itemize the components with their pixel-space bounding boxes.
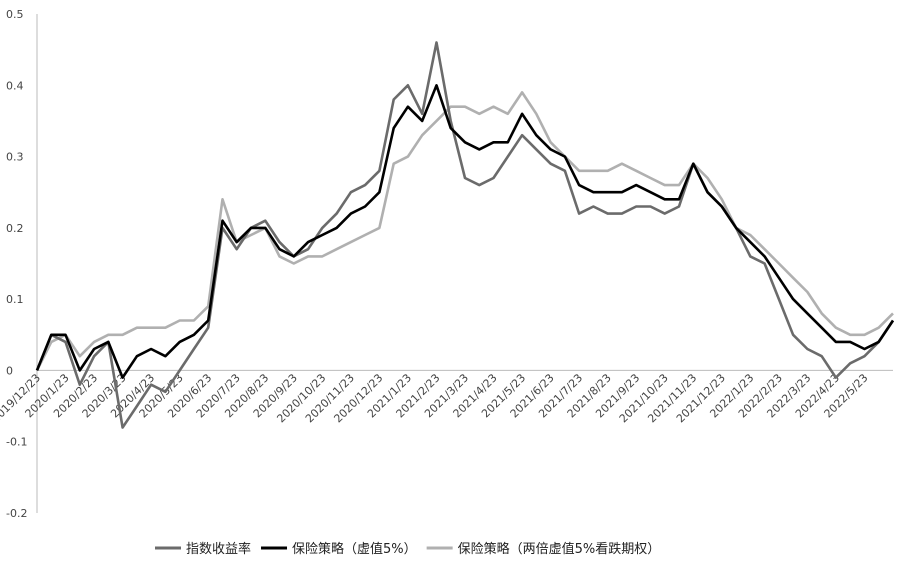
y-tick-label: 0.5: [6, 8, 24, 21]
series-line: [35, 91, 894, 371]
y-tick-label: 0.1: [6, 293, 24, 306]
y-tick-label: 0: [6, 364, 13, 377]
series-line: [35, 41, 895, 429]
legend-label: 保险策略（虚值5%）: [292, 541, 417, 557]
legend-label: 指数收益率: [186, 541, 251, 557]
y-tick-label: -0.1: [6, 436, 27, 449]
y-tick-label: 0.3: [6, 151, 24, 164]
series-line: [35, 84, 895, 379]
legend-label: 保险策略（两倍虚值5%看跌期权）: [458, 541, 661, 557]
y-tick-label: 0.4: [6, 79, 24, 92]
legend: 指数收益率 保险策略（虚值5%） 保险策略（两倍虚值5%看跌期权）: [155, 541, 660, 557]
y-tick-label: 0.2: [6, 222, 24, 235]
y-tick-label: -0.2: [6, 507, 27, 520]
